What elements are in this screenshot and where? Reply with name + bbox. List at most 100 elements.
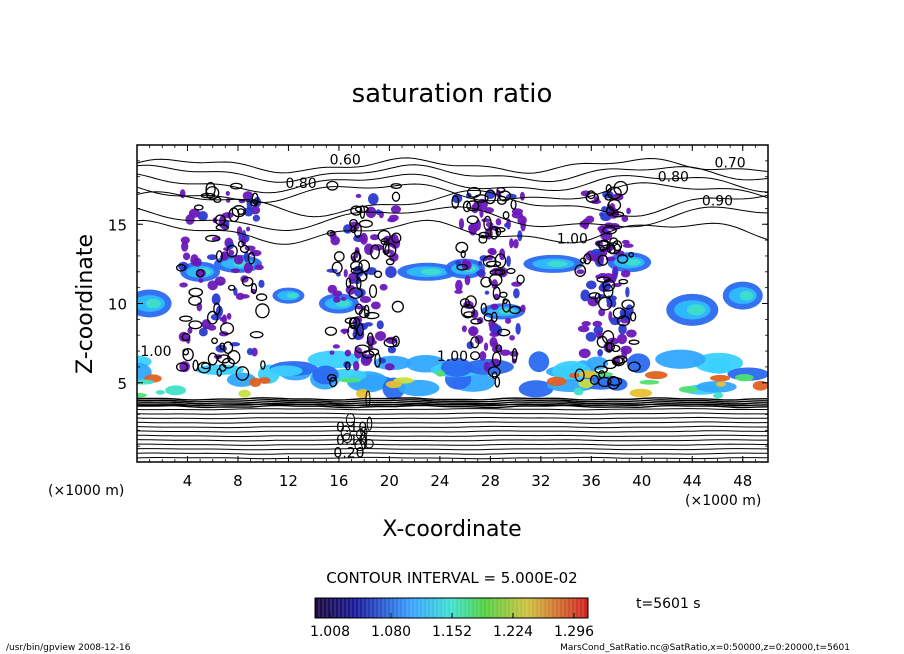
x-tick-label: 48 <box>733 472 752 490</box>
contour-loop <box>340 425 351 441</box>
field-cell <box>435 370 445 377</box>
contour-loop <box>250 199 259 207</box>
contour-loop <box>612 240 623 252</box>
contour-loop <box>215 224 229 231</box>
contour-loop <box>579 257 587 264</box>
contour-line <box>137 434 768 437</box>
contour-loop <box>354 303 364 315</box>
field-cell <box>206 254 218 261</box>
field-cell <box>479 207 484 218</box>
field-cell <box>512 239 519 249</box>
field-cell <box>518 380 554 398</box>
field-cell <box>359 296 372 303</box>
contour-loop <box>324 326 338 336</box>
field-cell <box>509 238 514 249</box>
contour-loop <box>349 316 361 330</box>
colorbar-tick-label: 1.080 <box>371 624 411 640</box>
contour-loop <box>228 207 240 223</box>
field-cell <box>520 304 526 313</box>
field-cell <box>187 327 193 334</box>
field-cell <box>491 341 499 346</box>
contour-line <box>137 206 768 232</box>
field-cell <box>179 189 186 199</box>
contour-loop <box>491 371 498 380</box>
field-cell <box>225 198 231 203</box>
field-cell <box>479 351 487 361</box>
contour-loop <box>255 303 270 319</box>
contour-loop <box>182 347 194 362</box>
field-cell <box>686 304 706 316</box>
field-cell <box>505 193 517 200</box>
contour-loop <box>596 276 611 283</box>
contour-loop <box>465 295 477 309</box>
contour-label: 1.00 <box>437 349 468 365</box>
contour-line <box>137 219 768 245</box>
contour-loop <box>616 315 631 327</box>
contour-line <box>137 425 768 429</box>
field-cell <box>577 325 590 333</box>
y-tick-label: 10 <box>108 296 127 314</box>
field-cell <box>499 349 511 356</box>
contour-loop <box>237 240 245 248</box>
field-cell <box>178 261 189 271</box>
field-cell <box>620 270 631 278</box>
field-cell <box>573 387 584 396</box>
contour-loop <box>574 368 585 382</box>
contour-loop <box>594 292 601 304</box>
contour-loop <box>607 199 622 212</box>
field-cell <box>694 352 743 374</box>
x-tick-label: 8 <box>233 472 243 490</box>
field-cell <box>464 275 471 286</box>
contour-loop <box>356 428 366 441</box>
contour-loop <box>360 426 368 437</box>
field-cell <box>327 284 338 294</box>
contour-loop <box>383 337 398 348</box>
field-cell <box>385 266 397 278</box>
contour-label: 0.10 <box>336 433 367 449</box>
field-cell <box>179 282 188 288</box>
contour-loop <box>460 303 476 319</box>
field-cell <box>201 319 212 330</box>
contour-loop <box>226 244 238 258</box>
field-cell <box>505 317 512 324</box>
contour-loop <box>621 299 635 310</box>
contour-line <box>137 157 768 174</box>
contour-loop <box>494 268 506 276</box>
contour-loop <box>215 250 223 263</box>
contour-line <box>137 404 768 409</box>
field-cell <box>339 377 362 383</box>
contour-loop <box>473 194 489 203</box>
field-cell <box>354 288 366 298</box>
contour-loop <box>585 192 599 203</box>
field-cell <box>225 191 230 196</box>
field-cell <box>489 331 500 337</box>
field-cell <box>454 289 463 294</box>
chart-title: saturation ratio <box>352 79 553 109</box>
contour-loop <box>596 240 609 247</box>
field-cell <box>258 279 265 288</box>
contour-loop <box>470 336 480 349</box>
contour-loop <box>241 276 254 287</box>
contour-label: 0.10 <box>336 420 367 436</box>
field-cell <box>716 381 726 387</box>
field-cell <box>254 264 264 271</box>
contour-loop <box>358 259 371 273</box>
field-cell <box>461 325 467 333</box>
contour-label: 0.70 <box>715 155 746 171</box>
field-cell <box>211 293 221 306</box>
colorbar-ticks: 1.008 1.080 1.152 1.224 1.296 <box>310 599 594 640</box>
contour-loop <box>511 348 518 363</box>
contour-loop <box>629 311 637 322</box>
contour-loop <box>181 332 191 342</box>
contour-loop <box>610 344 621 353</box>
contour-loop <box>255 293 268 302</box>
contour-line <box>137 448 768 451</box>
contour-label: 0.20 <box>333 445 364 461</box>
field-cell <box>251 347 258 357</box>
contour-loop <box>466 215 479 225</box>
contour-loop <box>200 362 212 370</box>
field-cell <box>586 356 609 370</box>
field-cell <box>581 321 591 327</box>
contour-loop <box>193 204 204 211</box>
